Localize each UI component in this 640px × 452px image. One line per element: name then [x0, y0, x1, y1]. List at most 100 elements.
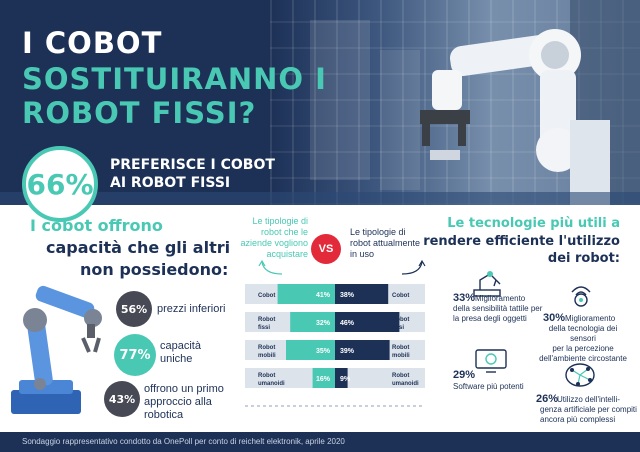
capabilities-title-line-2: capacità che gli altri	[46, 238, 231, 257]
value-label-in-use-cobot: 38%	[340, 292, 355, 299]
bar-in-use-cobot	[335, 284, 389, 304]
bar-in-use-robot-umanoidi	[335, 368, 348, 388]
category-label-right-robot-umanoidi: Robot	[392, 373, 409, 379]
category-label-left-robot-mobili: mobili	[258, 353, 276, 359]
value-label-wanted-cobot: 41%	[316, 292, 331, 299]
capabilities-title-line-3: non possiedono:	[80, 260, 229, 279]
tech-pct-3: 29%	[453, 369, 476, 381]
title-line-3: ROBOT FISSI?	[22, 96, 257, 130]
bar-wanted-robot-mobili	[286, 340, 335, 360]
category-label-left-robot-umanoidi: umanoidi	[258, 381, 285, 387]
hero-banner: I COBOT SOSTITUIRANNO I ROBOT FISSI?	[0, 0, 640, 205]
capability-2-line-2: uniche	[160, 353, 193, 365]
tech-4-line-1: Utilizzo dell'intelli-	[557, 395, 620, 404]
tech-pct-2: 30%	[543, 312, 566, 324]
category-label-right-robot-fissi: Robot	[392, 317, 409, 323]
highlight-percentage: 66%	[26, 167, 94, 201]
tech-desc-2: Miglioramento	[565, 314, 615, 324]
capability-text-2: capacità uniche	[160, 340, 201, 366]
software-monitor-icon	[475, 349, 507, 373]
robot-arm-photo	[270, 0, 640, 205]
tech-title-line-1: Le tecnologie più utili a	[447, 216, 620, 231]
value-label-in-use-robot-mobili: 39%	[340, 348, 355, 355]
tech-3-line-1: Software più potenti	[453, 382, 524, 391]
robot-arm-illustration	[310, 0, 640, 205]
survey-source-note: Sondaggio rappresentativo condotto da On…	[22, 437, 345, 446]
category-label-left-robot-fissi: Robot	[258, 317, 275, 323]
capability-3-line-1: offrono un primo	[144, 383, 224, 395]
in-use-label-line-1: Le tipologie di	[350, 227, 406, 237]
vs-badge: VS	[311, 234, 341, 264]
footer: Sondaggio rappresentativo condotto da On…	[0, 432, 640, 452]
title-line-2: SOSTITUIRANNO I	[22, 62, 327, 96]
category-label-right-robot-umanoidi: umanoidi	[392, 381, 419, 387]
tech-1-line-2: della sensibilità tattile per	[453, 304, 543, 313]
wanted-label-line-4: acquistare	[266, 249, 308, 259]
tech-2-line-4: dell'ambiente circostante	[539, 354, 627, 363]
tech-2-line-1: Miglioramento	[565, 314, 616, 323]
category-label-left-robot-fissi: fissi	[258, 325, 270, 331]
bar-wanted-robot-fissi	[290, 312, 335, 332]
bar-in-use-robot-fissi	[335, 312, 400, 332]
in-use-robots-label: Le tipologie di robot attualmente in uso	[350, 227, 430, 260]
tech-desc-4: Utilizzo dell'intelli-	[557, 395, 620, 405]
value-label-in-use-robot-umanoidi: 9%	[340, 376, 351, 383]
tech-desc-1b: della sensibilità tattile per la presa d…	[453, 304, 542, 324]
tech-4-line-2: genza artificiale per compiti	[540, 405, 637, 414]
value-label-wanted-robot-fissi: 32%	[316, 320, 331, 327]
curved-arrow-left-icon	[258, 259, 283, 275]
capability-1-line-1: prezzi inferiori	[157, 303, 226, 315]
tech-pct-4: 26%	[536, 393, 559, 405]
highlight-percentage-badge: 66%	[22, 146, 98, 222]
highlight-text: PREFERISCE I COBOT AI ROBOT FISSI	[110, 156, 275, 192]
bar-in-use-robot-mobili	[335, 340, 390, 360]
tech-desc-1: Miglioramento	[475, 294, 525, 304]
category-label-left-cobot: Cobot	[258, 293, 275, 299]
industrial-robot-icon	[11, 285, 102, 414]
capability-3-line-3: robotica	[144, 409, 184, 421]
capability-2-line-1: capacità	[160, 340, 201, 352]
value-label-wanted-robot-umanoidi: 16%	[316, 376, 331, 383]
tech-pct-1: 33%	[453, 292, 476, 304]
capabilities-title-line-1: I cobot offrono	[30, 216, 163, 235]
curved-arrow-right-icon	[401, 259, 426, 275]
category-label-right-robot-fissi: fissi	[392, 325, 404, 331]
capability-3-line-2: approccio alla	[144, 396, 212, 408]
category-label-right-robot-mobili: Robot	[392, 345, 409, 351]
bar-wanted-cobot	[277, 284, 335, 304]
sensor-icon	[571, 286, 591, 307]
category-label-right-robot-mobili: mobili	[392, 353, 410, 359]
tech-title-line-3: dei robot:	[547, 251, 620, 266]
highlight-text-line-1: PREFERISCE I COBOT	[110, 157, 275, 173]
category-label-right-cobot: Cobot	[392, 293, 409, 299]
highlight-text-line-2: AI ROBOT FISSI	[110, 175, 231, 191]
bar-wanted-robot-umanoidi	[312, 368, 335, 388]
value-label-wanted-robot-mobili: 35%	[316, 348, 331, 355]
tech-2-line-3: per la percezione	[552, 344, 614, 353]
wanted-robots-label: Le tipologie di robot che le aziende vog…	[236, 216, 308, 260]
capability-text-1: prezzi inferiori	[157, 303, 225, 316]
tech-2-line-2: della tecnologia dei sensori	[548, 324, 618, 343]
wanted-label-line-3: aziende vogliono	[240, 238, 308, 248]
robot-types-comparison-chart: 41% 38% Cobot Cobot 32% 46% Robot Robot fissi fis…	[245, 284, 425, 407]
category-label-left-robot-mobili: Robot	[258, 345, 275, 351]
wanted-label-line-2: robot che le	[260, 227, 308, 237]
category-label-left-robot-umanoidi: Robot	[258, 373, 275, 379]
in-use-label-line-2: robot attualmente	[350, 238, 421, 248]
title-line-1: I COBOT	[22, 26, 163, 60]
tech-desc-3: Software più potenti	[453, 382, 524, 392]
tech-desc-4b: genza artificiale per compiti ancora più…	[540, 405, 637, 425]
tech-4-line-3: ancora più complessi	[540, 415, 616, 424]
robot-gripper-icon	[473, 271, 501, 297]
tech-1-line-3: la presa degli oggetti	[453, 314, 527, 323]
value-label-in-use-robot-fissi: 46%	[340, 320, 355, 327]
capability-pct-3: 43%	[104, 381, 140, 417]
wanted-label-line-1: Le tipologie di	[252, 216, 308, 226]
ai-brain-icon	[565, 363, 595, 387]
tech-1-line-1: Miglioramento	[475, 294, 526, 303]
in-use-label-line-3: in uso	[350, 249, 375, 259]
tech-title-line-2: rendere efficiente l'utilizzo	[423, 234, 620, 249]
capability-text-3: offrono un primo approccio alla robotica	[144, 383, 224, 422]
tech-desc-2b: della tecnologia dei sensori per la perc…	[538, 324, 628, 364]
capability-pct-1: 56%	[116, 291, 152, 327]
